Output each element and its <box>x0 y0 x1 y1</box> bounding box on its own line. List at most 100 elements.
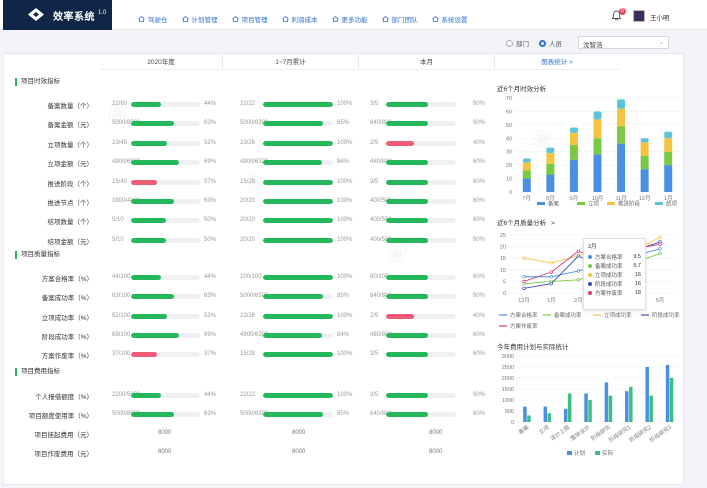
metric-ratio: 60/100 <box>370 274 389 280</box>
column-header-month: 本月 <box>359 56 494 70</box>
bar-segment <box>593 111 602 120</box>
tooltip-dot <box>588 290 592 295</box>
metric-ratio: 400/500 <box>370 236 392 243</box>
chart-title-quality-text: 近6个月质量分析 <box>497 220 547 227</box>
y-tick-label: 10 <box>506 177 512 183</box>
x-tick-label: 阶段研究2 <box>627 423 652 444</box>
x-tick-label: 9月 <box>570 195 579 202</box>
nav-item[interactable]: 驾驶仓 <box>138 14 168 24</box>
metric-label: 项目挂起费用（元） <box>34 432 94 440</box>
nav-item-label: 利润成本 <box>291 17 318 24</box>
metric-ratio: 20/20 <box>240 217 256 224</box>
metric-ratio: 22/22 <box>240 101 256 107</box>
y-tick-label: 1500 <box>502 387 514 393</box>
progress-bar <box>131 102 200 107</box>
metric-label: 立项数量（个） <box>47 141 94 149</box>
metric-percent: 52% <box>204 312 217 319</box>
y-tick-label: 0 <box>509 190 512 196</box>
chart-title-quality[interactable]: 近6个月质量分析 > <box>497 217 555 227</box>
bell-icon[interactable] <box>611 10 622 21</box>
x-tick-label: 12月 <box>518 297 530 304</box>
metric-percent: 100% <box>337 312 353 319</box>
progress-fill <box>263 275 333 280</box>
tooltip-row: 立项成功率 16 <box>588 270 641 279</box>
plain-value: 8000 <box>429 449 443 456</box>
chevron-right-icon: > <box>550 220 555 227</box>
metric-percent: 69% <box>204 331 217 338</box>
y-tick-label: 0 <box>511 420 514 426</box>
series-point <box>522 286 526 291</box>
metric-ratio: 5000/8000 <box>112 120 141 127</box>
avatar[interactable] <box>633 10 645 22</box>
progress-fill <box>263 294 323 300</box>
y-tick-label: 25 <box>500 233 506 239</box>
progress-fill <box>386 102 428 107</box>
tooltip-row: 方案作废率 18 <box>588 288 641 297</box>
metric-percent: 100% <box>337 351 353 358</box>
legend-label: 方案作废率 <box>510 322 538 330</box>
nav-item[interactable]: 部门团队 <box>381 14 418 24</box>
y-tick-label: 20 <box>506 163 512 169</box>
radio-person[interactable] <box>539 39 546 47</box>
radio-department[interactable] <box>506 39 513 47</box>
nav-item[interactable]: 系统设置 <box>431 14 468 24</box>
progress-bar <box>131 140 200 146</box>
progress-bar <box>263 275 333 280</box>
x-tick-label: 阶段研究3 <box>648 423 673 444</box>
logo[interactable]: 效率系统 1.0 <box>3 0 112 30</box>
metric-percent: 44% <box>204 101 217 107</box>
progress-bar <box>386 237 456 243</box>
metric-ratio: 5/10 <box>112 236 124 243</box>
metric-ratio: 22/22 <box>240 392 256 398</box>
progress-fill <box>386 313 414 319</box>
progress-bar <box>131 218 200 224</box>
legend-label: 推进阶段 <box>618 200 641 208</box>
metric-label: 立项成功率（%） <box>41 314 93 322</box>
metric-percent: 40% <box>473 312 486 319</box>
metric-ratio: 4900/6800 <box>112 159 141 166</box>
tooltip-row: 备案成功率 5.7 <box>588 261 641 270</box>
nav-item[interactable]: 利润成本 <box>281 14 318 24</box>
metric-ratio: 2/5 <box>370 312 379 319</box>
bar-segment <box>664 151 673 166</box>
progress-bar <box>263 102 333 107</box>
metric-percent: 85% <box>337 293 350 300</box>
metric-label: 项目作废费用（元） <box>34 451 94 459</box>
column-divider <box>222 55 223 70</box>
metric-label: 结项金额（元） <box>47 238 94 246</box>
nav-item[interactable]: 项目管理 <box>231 14 268 24</box>
progress-fill <box>131 294 175 300</box>
metric-label: 阶段成功率（%） <box>41 333 93 341</box>
progress-fill <box>131 218 166 224</box>
person-select[interactable]: 沈智浩 ⌄ <box>578 36 669 49</box>
progress-fill <box>263 199 333 204</box>
user-name[interactable]: 王小明 <box>650 15 670 22</box>
legend-label: 结项 <box>666 200 678 208</box>
metric-ratio: 5000/8000 <box>112 411 141 418</box>
metric-ratio: 5000/6300 <box>240 411 269 418</box>
progress-bar <box>263 237 333 243</box>
y-tick-label: 0 <box>503 291 506 297</box>
nav-item[interactable]: 计划管理 <box>181 14 218 24</box>
metric-ratio: 20/20 <box>240 198 256 204</box>
progress-bar <box>131 352 200 358</box>
nav-item[interactable]: 更多功能 <box>331 14 368 24</box>
tooltip-row: 阶段成功率 16 <box>588 279 641 288</box>
tooltip-series-value: 16 <box>634 271 641 278</box>
progress-fill <box>131 199 175 204</box>
x-tick-label: 1月 <box>547 297 556 304</box>
nav-item-label: 计划管理 <box>191 17 218 24</box>
series-point <box>658 247 662 251</box>
metric-ratio: 5000/6300 <box>240 120 269 127</box>
series-point <box>576 269 581 273</box>
chart-stats-link[interactable]: 图表统计 > <box>495 56 619 70</box>
progress-fill <box>386 218 428 224</box>
bar-segment <box>617 108 626 127</box>
main-nav: 驾驶仓 计划管理 项目管理 利润成本 更多功能 部门团队 系统设置 <box>138 14 482 24</box>
bar-segment <box>522 170 531 179</box>
progress-fill <box>386 412 428 418</box>
metric-ratio: 23/45 <box>112 139 128 146</box>
bar <box>645 367 649 422</box>
progress-fill <box>131 275 162 280</box>
home-icon <box>231 16 239 22</box>
